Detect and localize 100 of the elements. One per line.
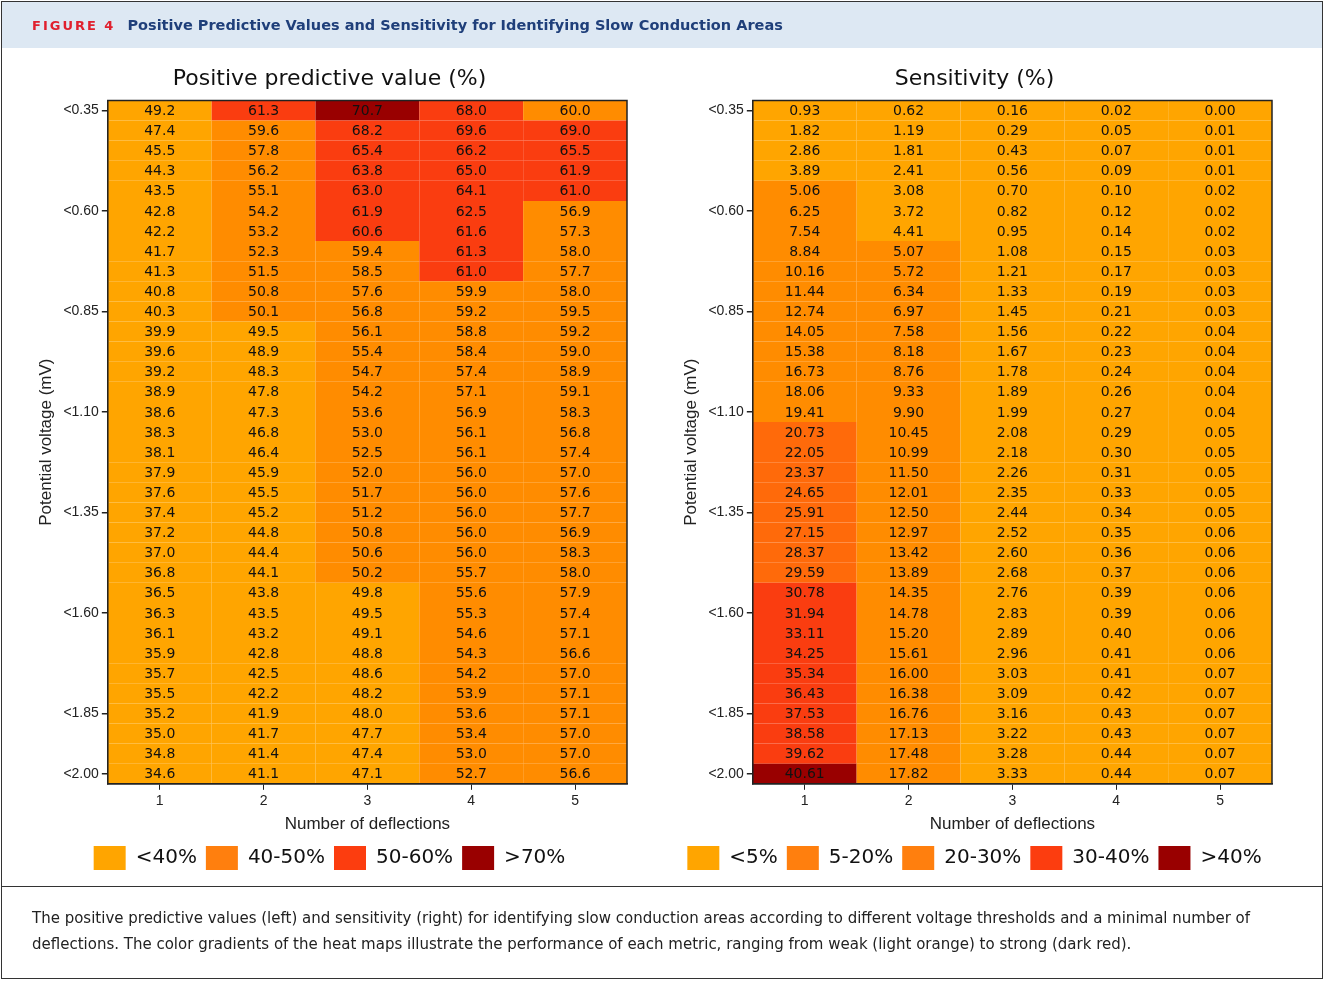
data-label: 25.91	[784, 504, 825, 521]
data-label: 49.5	[351, 604, 383, 621]
y-tick-label: <1.10	[708, 402, 745, 419]
data-label: 36.5	[144, 584, 176, 601]
data-label: 55.4	[351, 343, 384, 360]
data-label: 57.0	[559, 664, 591, 681]
legend-label: 30-40%	[1072, 844, 1150, 869]
data-label: 39.62	[784, 745, 825, 762]
data-label: 0.07	[1204, 664, 1236, 681]
data-label: 0.24	[1100, 363, 1132, 380]
data-label: 0.02	[1100, 102, 1132, 119]
data-label: 62.5	[455, 202, 487, 219]
data-label: 6.97	[892, 303, 925, 320]
data-label: 31.94	[784, 604, 825, 621]
data-label: 57.6	[559, 483, 591, 500]
data-label: 59.6	[247, 122, 280, 139]
data-label: 58.4	[455, 343, 487, 360]
data-label: 55.6	[455, 584, 487, 601]
data-label: 0.09	[1100, 162, 1132, 179]
data-label: 59.5	[559, 303, 591, 320]
data-label: 42.8	[144, 202, 176, 219]
data-label: 2.26	[996, 463, 1029, 480]
data-label: 3.08	[892, 182, 925, 199]
data-label: 0.05	[1204, 423, 1236, 440]
data-label: 69.6	[455, 122, 487, 139]
data-label: 18.06	[784, 383, 825, 400]
data-label: 57.9	[559, 584, 591, 601]
data-label: 0.93	[789, 102, 821, 119]
data-label: 0.01	[1204, 162, 1236, 179]
data-label: 44.3	[144, 162, 176, 179]
data-label: 0.03	[1204, 282, 1236, 299]
data-label: 9.33	[892, 383, 925, 400]
data-label: 2.08	[996, 423, 1028, 440]
data-label: 48.3	[247, 363, 280, 380]
data-label: 38.9	[144, 383, 176, 400]
data-label: 66.2	[455, 142, 487, 159]
data-label: 56.8	[559, 423, 591, 440]
data-label: 54.7	[351, 363, 383, 380]
data-label: 47.7	[351, 725, 383, 742]
data-label: 61.0	[559, 182, 591, 199]
data-label: 59.2	[559, 323, 591, 340]
data-label: 37.6	[144, 483, 176, 500]
data-label: 41.9	[247, 705, 280, 722]
data-label: 56.0	[455, 463, 487, 480]
data-label: 56.1	[455, 423, 487, 440]
data-label: 57.0	[559, 463, 591, 480]
data-label: 40.61	[784, 765, 825, 782]
data-label: 61.9	[559, 162, 591, 179]
data-label: 39.2	[144, 363, 176, 380]
data-label: 56.9	[559, 202, 591, 219]
data-label: 0.29	[996, 122, 1028, 139]
data-label: 2.89	[996, 624, 1028, 641]
data-label: 2.41	[892, 162, 925, 179]
data-label: 5.72	[892, 262, 925, 279]
data-label: 3.03	[996, 664, 1028, 681]
data-label: 37.9	[144, 463, 176, 480]
data-label: 41.1	[247, 765, 280, 782]
data-label: 16.73	[784, 363, 825, 380]
data-label: 37.4	[144, 504, 176, 521]
data-label: 0.06	[1204, 524, 1236, 541]
data-label: 24.65	[784, 483, 825, 500]
data-label: 0.02	[1204, 222, 1236, 239]
data-label: 57.8	[247, 142, 280, 159]
data-label: 57.7	[559, 262, 591, 279]
x-tick-label: 1	[155, 792, 164, 809]
data-label: 57.7	[559, 504, 591, 521]
data-label: 11.44	[784, 282, 825, 299]
data-label: 58.9	[559, 363, 591, 380]
data-label: 54.2	[455, 664, 487, 681]
data-label: 0.06	[1204, 624, 1236, 641]
data-label: 0.02	[1204, 202, 1236, 219]
data-label: 9.90	[892, 403, 925, 420]
data-label: 0.27	[1100, 403, 1132, 420]
data-label: 2.44	[996, 504, 1029, 521]
data-label: 51.2	[351, 504, 383, 521]
data-label: 58.5	[351, 262, 383, 279]
data-label: 42.5	[247, 664, 280, 681]
data-label: 2.60	[996, 544, 1028, 561]
chart-title: Positive predictive value (%)	[172, 64, 487, 90]
data-label: 23.37	[784, 463, 825, 480]
data-label: 0.03	[1204, 262, 1236, 279]
data-label: 8.18	[892, 343, 925, 360]
data-label: 17.82	[888, 765, 929, 782]
data-label: 34.6	[144, 765, 176, 782]
data-label: 56.6	[559, 765, 591, 782]
data-label: 29.59	[784, 564, 825, 581]
data-label: 41.7	[247, 725, 280, 742]
data-label: 52.3	[247, 242, 280, 259]
data-label: 0.56	[996, 162, 1029, 179]
data-label: 65.0	[455, 162, 487, 179]
data-label: 3.28	[996, 745, 1028, 762]
data-label: 0.14	[1100, 222, 1132, 239]
y-tick-label: <0.85	[708, 302, 745, 319]
data-label: 59.9	[455, 282, 487, 299]
data-label: 16.76	[888, 705, 929, 722]
data-label: 47.4	[351, 745, 384, 762]
data-label: 1.56	[996, 323, 1029, 340]
legend-label: 5-20%	[828, 844, 894, 869]
data-label: 0.43	[1100, 705, 1132, 722]
data-label: 38.58	[784, 725, 825, 742]
